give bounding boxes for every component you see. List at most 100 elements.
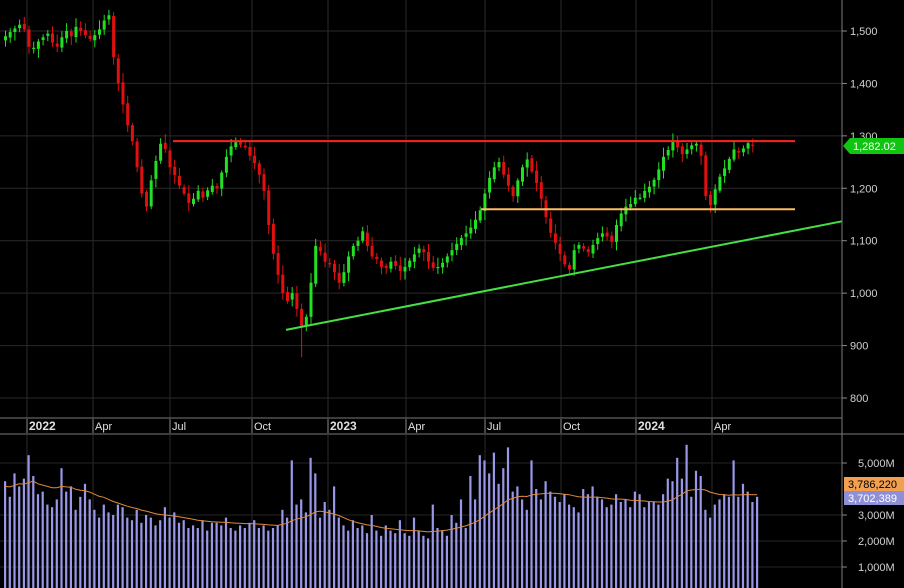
time-axis-tick-label: 2023 — [330, 419, 357, 433]
volume-bar — [582, 489, 585, 588]
volume-bar — [394, 533, 397, 588]
volume-bar — [262, 525, 265, 588]
candle-body — [718, 176, 722, 191]
volume-bar — [737, 496, 740, 588]
candle-body — [51, 33, 54, 43]
volume-bar — [718, 499, 721, 588]
volume-bar — [79, 496, 82, 588]
volume-bar — [163, 507, 166, 588]
candle-body — [713, 189, 717, 205]
candle-body — [116, 58, 120, 84]
candle-body — [365, 232, 369, 246]
candle-body — [267, 190, 271, 225]
volume-axis-tick-label: 5,000M — [858, 458, 895, 470]
candle-body — [633, 197, 637, 205]
candle-body — [746, 143, 750, 149]
volume-bar — [398, 520, 401, 588]
candle-body — [13, 28, 17, 33]
candle-body — [65, 31, 69, 39]
time-axis-tick-label: 2022 — [29, 419, 56, 433]
volume-bar — [662, 494, 665, 588]
volume-bar — [177, 522, 181, 588]
volume-bar — [751, 502, 754, 588]
candle-body — [737, 150, 741, 153]
volume-axis-tick-label: 2,000M — [858, 536, 895, 548]
volume-bar — [474, 499, 477, 588]
candle-body — [257, 163, 261, 175]
candle-body — [370, 245, 374, 257]
volume-bar — [380, 535, 383, 588]
candle-body — [643, 190, 647, 198]
volume-bar — [727, 496, 730, 588]
volume-bar — [36, 494, 40, 588]
candle-body — [102, 20, 106, 30]
volume-bar — [445, 535, 448, 588]
candle-body — [182, 187, 186, 194]
volume-bar — [549, 491, 552, 588]
volume-bar — [652, 502, 655, 588]
candle-body — [464, 233, 468, 237]
last-price-tag: 1,282.02 — [843, 138, 904, 154]
volume-bar — [568, 504, 571, 588]
candle-body — [281, 274, 285, 294]
volume-axis-tick-label: 3,000M — [858, 510, 895, 522]
volume-bar — [295, 504, 298, 588]
candle-body — [361, 231, 365, 241]
candle-body — [69, 31, 73, 37]
candle-body — [187, 193, 191, 203]
volume-bar — [643, 507, 646, 588]
volume-bar — [544, 481, 547, 588]
candle-body — [121, 82, 125, 105]
candle-body — [497, 162, 501, 168]
candle-body — [671, 142, 675, 151]
last-price-label: 1,282.02 — [853, 141, 896, 153]
candle-body — [596, 238, 600, 244]
candle-body — [168, 150, 172, 168]
volume-bar — [511, 491, 514, 588]
candle-body — [389, 261, 393, 269]
candle-body — [126, 103, 130, 126]
volume-bar — [417, 530, 420, 588]
candle-body — [79, 27, 83, 31]
volume-bar — [351, 520, 354, 588]
candle-body — [314, 245, 318, 284]
ascending-trendline — [285, 220, 843, 331]
candle-body — [286, 292, 289, 302]
candle-body — [723, 168, 727, 176]
volume-bar — [121, 507, 124, 588]
volume-bar — [361, 525, 364, 588]
candle-body — [638, 197, 642, 199]
time-axis-tick-label: Oct — [254, 421, 271, 433]
volume-bar — [187, 528, 190, 588]
volume-bar — [492, 452, 495, 588]
volume-bar — [671, 481, 674, 588]
candle-body — [173, 166, 177, 176]
candle-body — [220, 172, 224, 189]
volume-bar — [93, 509, 96, 588]
candle-body — [93, 35, 97, 41]
volume-bar — [55, 499, 58, 588]
candle-body — [694, 143, 698, 146]
candle-body — [629, 204, 633, 208]
volume-bar — [140, 522, 143, 588]
candle-body — [36, 41, 40, 49]
candle-body — [224, 156, 228, 173]
volume-bar — [276, 525, 279, 588]
volume-bar — [248, 522, 251, 588]
candle-body — [403, 266, 407, 272]
time-axis-tick-label: 2024 — [638, 419, 665, 433]
candle-body — [427, 251, 430, 262]
candle-body — [483, 193, 487, 211]
volume-bar — [112, 515, 115, 588]
candle-body — [337, 272, 341, 283]
volume-bar — [257, 528, 260, 588]
volume-bar — [553, 496, 557, 588]
candle-body — [394, 260, 398, 266]
candle-body — [145, 192, 148, 207]
volume-bar — [488, 473, 491, 588]
volume-ma-label: 3,786,220 — [848, 479, 897, 491]
candle-body — [662, 156, 665, 171]
volume-bar — [713, 504, 716, 588]
